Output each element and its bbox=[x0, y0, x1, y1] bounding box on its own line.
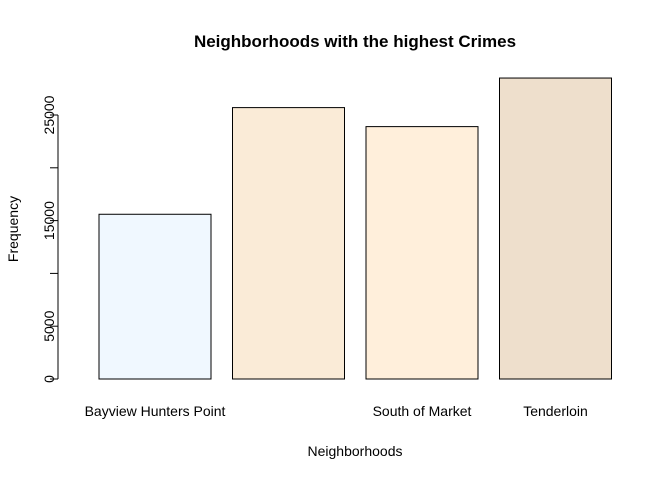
chart-title: Neighborhoods with the highest Crimes bbox=[194, 32, 516, 51]
x-category-labels: Bayview Hunters Point South of Market Tend… bbox=[85, 403, 588, 419]
y-tick-label: 0 bbox=[41, 375, 57, 383]
x-axis-label: Neighborhoods bbox=[308, 443, 403, 459]
bar bbox=[365, 126, 479, 380]
x-category-label: South of Market bbox=[373, 403, 472, 419]
bar bbox=[98, 213, 212, 380]
bar bbox=[232, 107, 345, 380]
x-category-label: Tenderloin bbox=[523, 403, 588, 419]
x-category-label: Bayview Hunters Point bbox=[85, 403, 226, 419]
y-tick-label: 15000 bbox=[41, 201, 57, 240]
y-tick-label: 25000 bbox=[41, 95, 57, 134]
bar bbox=[499, 77, 612, 380]
bars bbox=[98, 77, 612, 380]
y-axis-label: Frequency bbox=[5, 196, 21, 262]
y-tick-label: 5000 bbox=[41, 310, 57, 341]
y-axis: 0 5000 15000 25000 bbox=[41, 95, 59, 383]
